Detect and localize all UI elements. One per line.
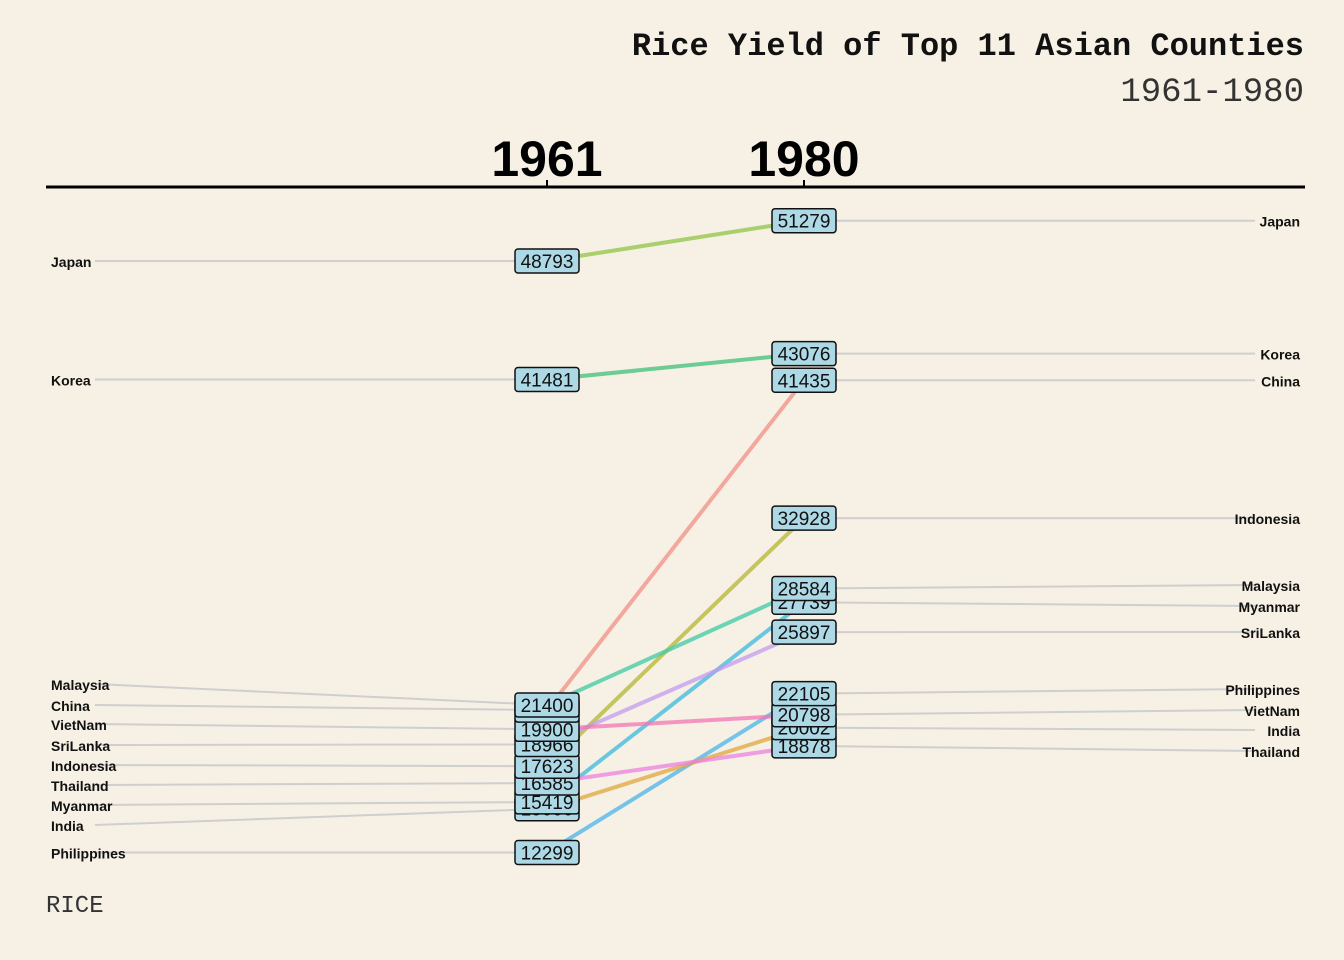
leader-line-left — [94, 764, 548, 768]
slope-line-china — [545, 378, 806, 713]
country-label-left: India — [51, 818, 84, 834]
value-label-text: 41481 — [521, 371, 574, 392]
leader-lines — [94, 219, 1256, 854]
slope-line-korea — [545, 351, 806, 382]
slope-line-japan — [545, 218, 806, 263]
country-label-right: Malaysia — [1242, 578, 1301, 594]
country-label-left: Malaysia — [51, 677, 110, 693]
value-labels: 1229915000154191658517623189661990021086… — [514, 207, 837, 866]
value-label: 48793 — [514, 248, 580, 274]
country-label-left: SriLanka — [51, 738, 110, 754]
country-label-right: China — [1261, 373, 1300, 389]
slope-line-malaysia — [545, 586, 806, 707]
country-label-left: Indonesia — [51, 758, 117, 774]
leader-line-left — [94, 807, 548, 826]
leader-line-right — [803, 709, 1256, 716]
value-label-text: 17623 — [521, 757, 574, 778]
year-label: 1980 — [748, 131, 859, 187]
chart-title: Rice Yield of Top 11 Asian Counties — [631, 28, 1304, 65]
slope-lines — [545, 218, 806, 855]
value-label: 20798 — [771, 701, 837, 728]
value-label-text: 21400 — [521, 696, 574, 717]
country-label-right: India — [1267, 723, 1300, 739]
value-label: 21400 — [514, 692, 580, 718]
value-label-text: 20798 — [778, 706, 831, 727]
country-label-left: Philippines — [51, 846, 126, 862]
value-label: 25897 — [771, 619, 837, 645]
value-label: 22105 — [771, 680, 837, 707]
leader-line-left — [94, 782, 548, 786]
leader-line-left — [94, 683, 548, 706]
value-label: 17623 — [514, 753, 580, 779]
value-label-text: 51279 — [778, 212, 831, 233]
value-label: 32928 — [771, 505, 837, 531]
leader-line-right — [803, 726, 1256, 731]
country-label-left: VietNam — [51, 717, 107, 733]
chart-subtitle: 1961-1980 — [1120, 74, 1304, 112]
value-label-box — [514, 366, 580, 393]
country-label-right: Myanmar — [1239, 599, 1301, 615]
value-label-text: 22105 — [778, 685, 831, 706]
value-label-box — [771, 680, 837, 707]
value-label-text: 28584 — [778, 580, 831, 601]
value-label-box — [514, 839, 580, 866]
value-label-text: 18878 — [778, 737, 831, 758]
country-label-right: Indonesia — [1235, 511, 1301, 527]
slope-line-india — [545, 725, 806, 811]
value-label-text: 32928 — [778, 509, 831, 530]
value-label: 41435 — [771, 367, 837, 394]
value-label-box — [771, 340, 837, 367]
value-label: 12299 — [514, 839, 580, 866]
country-label-left: Myanmar — [51, 798, 113, 814]
leader-line-right — [803, 688, 1256, 695]
value-label: 19900 — [514, 716, 580, 743]
country-label-right: Korea — [1260, 347, 1300, 363]
country-label-right: VietNam — [1244, 703, 1300, 719]
year-label: 1961 — [491, 131, 602, 187]
country-label-right: Philippines — [1225, 682, 1300, 698]
value-label: 43076 — [771, 340, 837, 367]
slope-line-philippines — [545, 691, 806, 855]
country-label-left: Korea — [51, 373, 91, 389]
value-label-box — [771, 505, 837, 531]
value-label-box — [771, 207, 837, 234]
value-label-box — [514, 248, 580, 274]
country-label-left: Thailand — [51, 778, 109, 794]
slope-line-thailand — [545, 743, 806, 786]
value-label-text: 25897 — [778, 623, 831, 644]
leader-line-right — [803, 584, 1256, 590]
leader-line-left — [94, 800, 548, 806]
leader-line-right — [803, 744, 1256, 752]
slope-line-myanmar — [545, 600, 806, 804]
value-label-text: 16585 — [521, 774, 574, 795]
country-labels: Japan Japan Korea Korea China China Indonesia I… — [51, 214, 1301, 862]
slope-line-vietnam — [545, 712, 806, 732]
value-label: 41481 — [514, 366, 580, 393]
value-label-text: 15419 — [521, 793, 574, 814]
value-label-box — [514, 692, 580, 718]
value-label-box — [771, 367, 837, 394]
country-label-left: China — [51, 698, 90, 714]
country-label-right: Japan — [1260, 214, 1300, 230]
value-label-box — [771, 619, 837, 645]
caption: RICE — [46, 893, 104, 920]
country-label-right: SriLanka — [1241, 625, 1300, 641]
value-label-text: 19900 — [521, 720, 574, 741]
value-label-box — [771, 575, 837, 602]
value-label-text: 41435 — [778, 371, 831, 392]
value-label-text: 43076 — [778, 345, 831, 366]
value-label: 15419 — [514, 789, 580, 815]
value-label: 28584 — [771, 575, 837, 602]
leader-line-left — [94, 704, 548, 712]
country-label-left: Japan — [51, 254, 91, 270]
value-label-text: 48793 — [521, 252, 574, 273]
leader-line-left — [94, 723, 548, 731]
leader-line-left — [94, 743, 548, 746]
leader-line-right — [803, 601, 1256, 607]
country-label-right: Thailand — [1242, 744, 1300, 760]
value-label-text: 12299 — [521, 844, 574, 865]
axis: 1961 1980 — [46, 131, 1305, 189]
value-label: 51279 — [771, 207, 837, 234]
